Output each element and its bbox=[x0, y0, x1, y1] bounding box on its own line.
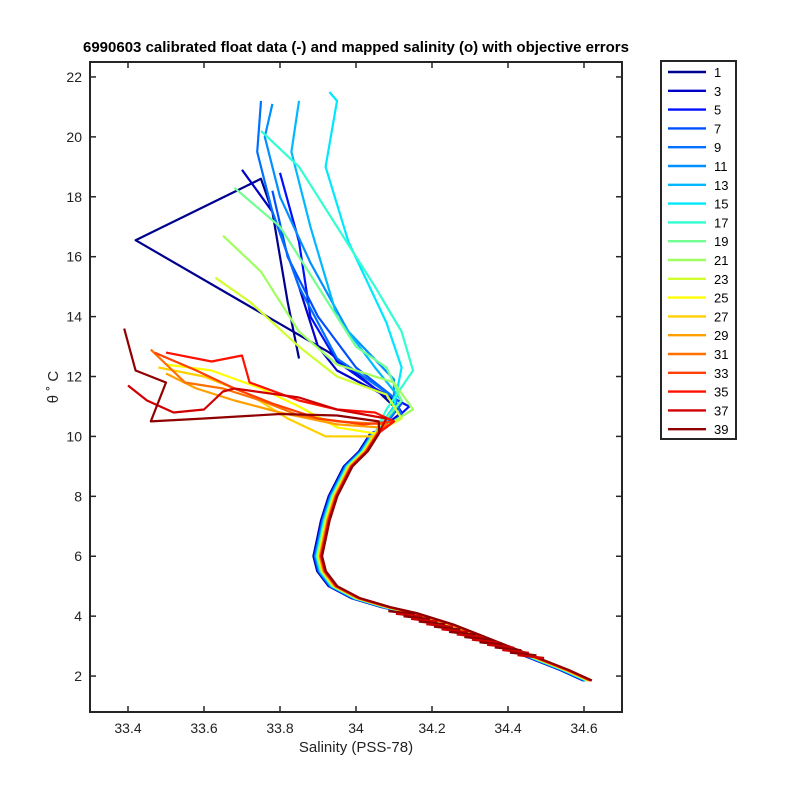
y-tick-label: 16 bbox=[66, 249, 82, 265]
legend-label: 29 bbox=[714, 328, 728, 343]
legend-label: 25 bbox=[714, 291, 728, 306]
mapped-salinity-marker bbox=[433, 625, 461, 631]
mapped-salinity-marker bbox=[395, 612, 423, 618]
legend-label: 3 bbox=[714, 84, 721, 99]
x-axis-label: Salinity (PSS-78) bbox=[299, 739, 413, 756]
legend-label: 5 bbox=[714, 103, 721, 118]
mapped-salinity-marker bbox=[410, 617, 438, 624]
mapped-salinity-marker bbox=[479, 640, 507, 647]
legend-label: 31 bbox=[714, 347, 728, 362]
y-tick-label: 8 bbox=[74, 488, 82, 504]
y-tick-label: 2 bbox=[74, 668, 82, 684]
mapped-salinity-marker bbox=[448, 630, 476, 636]
y-tick-label: 6 bbox=[74, 548, 82, 564]
y-tick-label: 22 bbox=[66, 69, 82, 85]
mapped-salinity-marker bbox=[509, 651, 537, 657]
legend-label: 9 bbox=[714, 140, 721, 155]
y-tick-label: 10 bbox=[66, 428, 82, 444]
legend-label: 1 bbox=[714, 65, 721, 80]
mapped-salinity-marker bbox=[426, 622, 454, 629]
legend-label: 23 bbox=[714, 272, 728, 287]
mapped-salinity-marker bbox=[494, 646, 522, 652]
legend-label: 17 bbox=[714, 215, 728, 230]
mapped-salinity-marker bbox=[517, 653, 545, 660]
y-tick-label: 18 bbox=[66, 189, 82, 205]
legend-label: 19 bbox=[714, 234, 728, 249]
mapped-salinity-marker bbox=[471, 638, 499, 644]
mapped-salinity-marker bbox=[403, 615, 431, 621]
y-tick-label: 12 bbox=[66, 369, 82, 385]
legend-label: 21 bbox=[714, 253, 728, 268]
x-tick-label: 33.4 bbox=[114, 720, 141, 736]
plot-area bbox=[89, 61, 623, 713]
x-tick-label: 34.4 bbox=[494, 720, 521, 736]
legend-label: 13 bbox=[714, 178, 728, 193]
y-tick-label: 20 bbox=[66, 129, 82, 145]
legend-label: 11 bbox=[714, 159, 728, 174]
series-layer bbox=[123, 91, 593, 682]
x-axis-ticks: 33.4 33.6 33.8 34 34.2 34.4 34.6 bbox=[114, 62, 598, 736]
legend-label: 15 bbox=[714, 197, 728, 212]
legend-label: 7 bbox=[714, 121, 721, 136]
legend-label: 39 bbox=[714, 422, 728, 437]
series-line-39 bbox=[123, 328, 593, 682]
legend-label: 33 bbox=[714, 366, 728, 381]
x-tick-label: 33.6 bbox=[190, 720, 217, 736]
mapped-salinity-marker bbox=[388, 609, 416, 616]
mapped-salinity-marker bbox=[502, 648, 530, 655]
x-tick-label: 34.2 bbox=[418, 720, 445, 736]
y-axis-label: θ ˚ C bbox=[45, 371, 62, 404]
chart-title: 6990603 calibrated float data (-) and ma… bbox=[83, 39, 629, 56]
mapped-salinity-marker bbox=[486, 643, 514, 649]
mapped-salinity-marker bbox=[456, 633, 484, 639]
legend-label: 37 bbox=[714, 403, 728, 418]
y-tick-label: 4 bbox=[74, 608, 82, 624]
x-tick-label: 34.6 bbox=[570, 720, 597, 736]
y-axis-ticks: 2 4 6 8 10 12 14 16 18 20 22 bbox=[66, 69, 622, 684]
mapped-salinity-marker bbox=[418, 620, 446, 626]
x-tick-label: 33.8 bbox=[266, 720, 293, 736]
x-tick-label: 34 bbox=[348, 720, 364, 736]
legend-label: 35 bbox=[714, 385, 728, 400]
y-tick-label: 14 bbox=[66, 309, 82, 325]
legend-box bbox=[660, 60, 737, 440]
mapped-salinity-marker bbox=[464, 635, 492, 642]
legend-label: 27 bbox=[714, 309, 728, 324]
mapped-salinity-marker bbox=[441, 627, 469, 634]
